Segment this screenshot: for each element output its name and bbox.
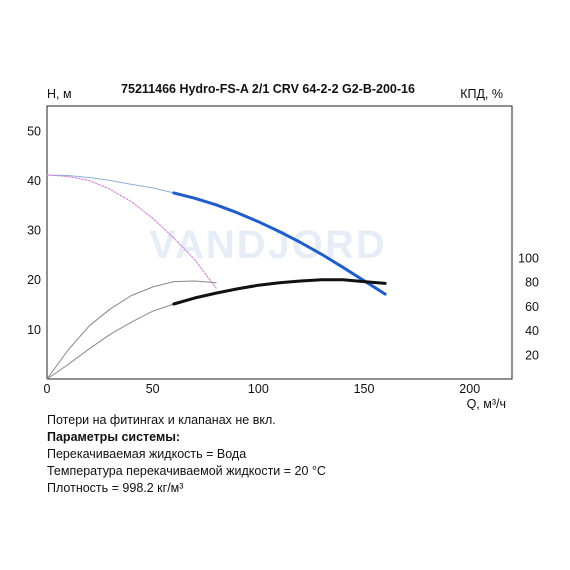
curve-efficiency-pump-thin xyxy=(46,303,175,380)
curve-efficiency-pump xyxy=(172,278,387,306)
y-tick-label: 30 xyxy=(27,224,41,238)
note-liquid: Перекачиваемая жидкость = Вода xyxy=(47,447,247,461)
curve-head-pump-thin xyxy=(46,174,175,194)
x-tick-label: 100 xyxy=(248,382,269,396)
y-tick-label: 20 xyxy=(27,273,41,287)
y2-tick-label: 80 xyxy=(525,276,539,290)
x-tick-label: 150 xyxy=(354,382,375,396)
y2-axis-label: КПД, % xyxy=(460,87,503,101)
note-system-params-heading: Параметры системы: xyxy=(47,430,181,444)
y-axis-label: H, м xyxy=(47,87,72,101)
watermark: VANDJORD xyxy=(149,223,387,267)
curve-head-pump xyxy=(172,191,387,296)
curves xyxy=(46,174,387,380)
y2-tick-label: 20 xyxy=(525,348,539,362)
y-tick-label: 40 xyxy=(27,174,41,188)
tick-labels: 10 20 30 40 50 0 50 100 150 200 20 40 60 80 100 xyxy=(27,124,539,396)
notes: Потери на фитингах и клапанах не вкл. Па… xyxy=(47,412,326,497)
x-tick-label: 0 xyxy=(44,382,51,396)
x-tick-label: 50 xyxy=(146,382,160,396)
curve-efficiency-secondary xyxy=(46,280,217,380)
y2-tick-label: 100 xyxy=(518,252,539,266)
plot-frame xyxy=(46,105,513,380)
note-density: Плотность = 998.2 кг/м³ xyxy=(47,481,184,495)
y2-tick-label: 60 xyxy=(525,300,539,314)
note-losses: Потери на фитингах и клапанах не вкл. xyxy=(47,413,276,427)
chart-title: 75211466 Hydro-FS-A 2/1 CRV 64-2-2 G2-B-… xyxy=(121,82,415,96)
plot-border xyxy=(46,105,513,380)
y-tick-label: 50 xyxy=(27,124,41,138)
y2-tick-label: 40 xyxy=(525,324,539,338)
x-axis-label: Q, м³/ч xyxy=(467,397,506,410)
curve-head-secondary xyxy=(46,174,217,289)
x-tick-label: 200 xyxy=(459,382,480,396)
note-temperature: Температура перекачиваемой жидкости = 20… xyxy=(47,464,326,478)
y-tick-label: 10 xyxy=(27,323,41,337)
